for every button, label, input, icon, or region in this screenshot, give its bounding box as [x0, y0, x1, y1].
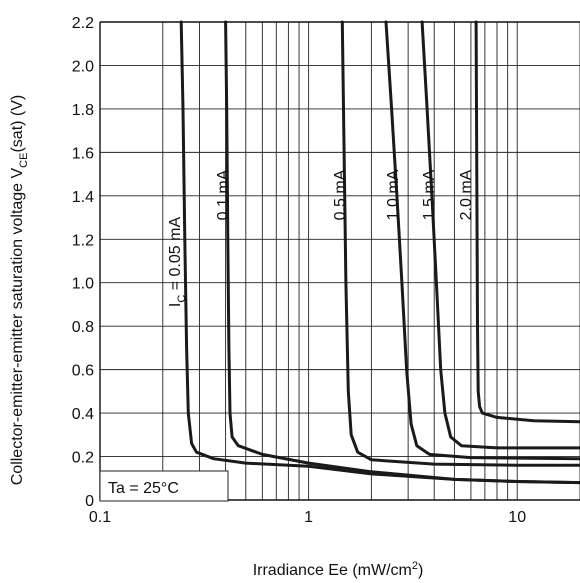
y-tick-label-0: 0: [85, 493, 94, 510]
series-label-3: 1.0 mA: [385, 169, 402, 220]
annotation-text: Ta = 25°C: [108, 480, 179, 497]
series-line-2: [340, 20, 580, 467]
y-tick-label-4: 0.8: [72, 319, 94, 336]
y-tick-label-8: 1.6: [72, 145, 94, 162]
y-tick-label-7: 1.4: [72, 189, 94, 206]
series-label-5: 2.0 mA: [458, 169, 475, 220]
series-label-4: 1.5 mA: [421, 169, 438, 220]
y-tick-label-11: 2.2: [72, 15, 94, 32]
tick-labels: 0 0.2 0.4 0.6 0.8 1.0 1.2 1.4 1.6 1.8 2.0 2.2 0.1 1 10: [72, 15, 526, 526]
annotation-box: [99, 470, 229, 502]
series-label-0: IC = 0.05 mA: [167, 217, 188, 308]
series-line-4: [420, 20, 580, 450]
x-tick-label-1: 1: [304, 509, 313, 526]
x-axis-label: Irradiance Ee (mW/cm2): [253, 560, 424, 579]
y-tick-label-5: 1.0: [72, 276, 94, 293]
y-tick-label-10: 2.0: [72, 58, 94, 75]
x-tick-label-0: 0.1: [89, 509, 111, 526]
x-tick-label-2: 10: [508, 509, 526, 526]
y-tick-label-9: 1.8: [72, 102, 94, 119]
y-tick-label-6: 1.2: [72, 232, 94, 249]
series-label-1: 0.1 mA: [215, 169, 232, 220]
y-tick-label-1: 0.2: [72, 450, 94, 467]
series-line-5: [474, 20, 580, 424]
series-label-2: 0.5 mA: [332, 169, 349, 220]
y-tick-label-2: 0.4: [72, 406, 94, 423]
y-axis-label: Collector-emitter-emitter saturation vol…: [9, 95, 30, 486]
series-labels: IC = 0.05 mA 0.1 mA 0.5 mA 1.0 mA 1.5 mA 2.0 …: [167, 169, 475, 307]
series-line-1: [224, 20, 580, 485]
annotation: Ta = 25°C: [99, 470, 229, 502]
y-tick-label-3: 0.6: [72, 363, 94, 380]
series-line-3: [384, 20, 580, 461]
curves: [179, 20, 580, 485]
